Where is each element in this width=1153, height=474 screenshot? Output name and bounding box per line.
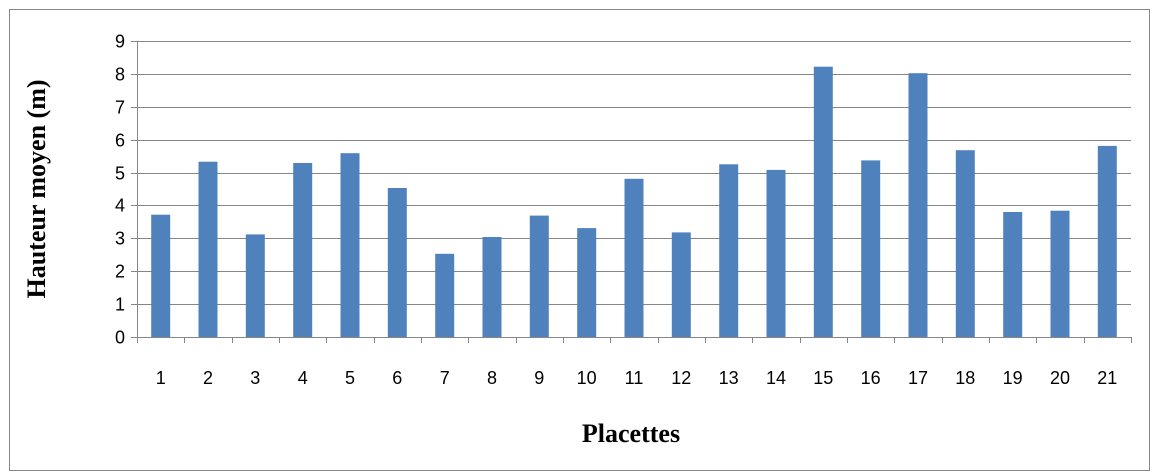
x-tick-label: 15 bbox=[813, 368, 833, 388]
x-tick-label: 4 bbox=[298, 368, 308, 388]
x-tick-label: 5 bbox=[345, 368, 355, 388]
bars bbox=[151, 66, 1117, 337]
y-tick-label: 0 bbox=[115, 328, 125, 348]
y-tick-label: 9 bbox=[115, 32, 125, 52]
bar bbox=[719, 164, 739, 337]
y-tick-label: 4 bbox=[115, 196, 125, 216]
x-tick-label: 7 bbox=[440, 368, 450, 388]
bar bbox=[529, 215, 549, 337]
bar bbox=[955, 150, 975, 337]
x-tick-label: 8 bbox=[487, 368, 497, 388]
bar bbox=[387, 188, 407, 337]
x-tick-label: 10 bbox=[577, 368, 597, 388]
x-tick-label: 17 bbox=[908, 368, 928, 388]
y-axis-title: Hauteur moyen (m) bbox=[22, 79, 51, 298]
bar bbox=[340, 153, 360, 337]
x-tick-label: 14 bbox=[766, 368, 786, 388]
x-tick-label: 6 bbox=[392, 368, 402, 388]
y-tick-label: 3 bbox=[115, 229, 125, 249]
bar bbox=[861, 160, 881, 337]
bar bbox=[813, 66, 833, 337]
bar bbox=[908, 73, 928, 337]
x-tick-label: 1 bbox=[156, 368, 166, 388]
x-tick-label: 21 bbox=[1097, 368, 1117, 388]
bar bbox=[482, 237, 502, 337]
y-tick-label: 7 bbox=[115, 98, 125, 118]
bar bbox=[577, 228, 597, 337]
x-tick-label: 12 bbox=[671, 368, 691, 388]
y-tick-label: 5 bbox=[115, 164, 125, 184]
y-tick-label: 1 bbox=[115, 295, 125, 315]
x-tick-label: 9 bbox=[534, 368, 544, 388]
bar bbox=[671, 232, 691, 337]
bar bbox=[151, 214, 171, 337]
bar bbox=[293, 163, 313, 337]
y-tick-label: 6 bbox=[115, 131, 125, 151]
x-tick-label: 18 bbox=[955, 368, 975, 388]
bar bbox=[245, 234, 265, 337]
bar bbox=[198, 161, 218, 337]
bar bbox=[1003, 212, 1023, 337]
x-tick-label: 3 bbox=[250, 368, 260, 388]
x-axis-title: Placettes bbox=[582, 419, 680, 448]
axes bbox=[131, 41, 1132, 343]
bar bbox=[435, 253, 455, 337]
x-tick-labels: 1 2 3 4 5 6 7 8 9 10 11 12 13 14 15 16 17 18 19 20 21 bbox=[156, 368, 1118, 388]
bar bbox=[1050, 210, 1070, 337]
bar bbox=[624, 178, 644, 337]
bar bbox=[766, 169, 786, 337]
y-tick-label: 2 bbox=[115, 262, 125, 282]
x-tick-label: 19 bbox=[1003, 368, 1023, 388]
x-tick-label: 11 bbox=[625, 368, 644, 388]
x-tick-label: 13 bbox=[719, 368, 739, 388]
x-tick-label: 16 bbox=[861, 368, 881, 388]
x-tick-label: 2 bbox=[203, 368, 213, 388]
y-tick-labels: 0 1 2 3 4 5 6 7 8 9 bbox=[115, 32, 125, 348]
x-tick-label: 20 bbox=[1050, 368, 1070, 388]
bar bbox=[1097, 145, 1117, 337]
y-tick-label: 8 bbox=[115, 65, 125, 85]
